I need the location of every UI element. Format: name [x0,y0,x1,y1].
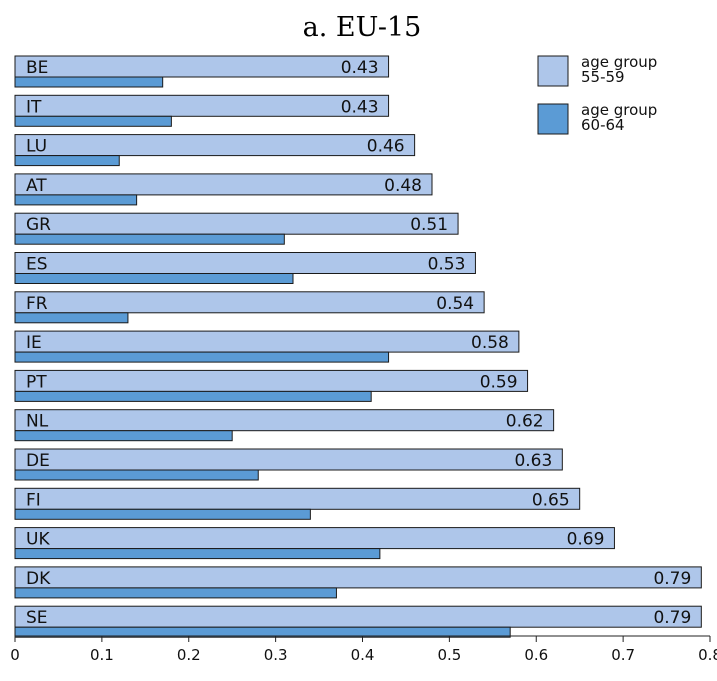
bar-group-lu: LU 0.46 [14,134,416,167]
bar-55-59-gr [14,212,459,235]
value-label-lu: 0.46 [367,137,405,157]
bar-group-pt: PT 0.59 [14,369,529,402]
bar-60-64-fi [14,508,311,520]
bar-60-64-at [14,194,138,206]
legend-swatch-1 [537,55,569,87]
bar-group-dk: DK 0.79 [14,566,702,599]
bar-60-64-gr [14,233,285,245]
value-label-nl: 0.62 [506,412,544,432]
category-label-de: DE [26,451,50,471]
bar-60-64-it [14,115,172,127]
bar-group-gr: GR 0.51 [14,212,459,245]
bar-group-se: SE 0.79 [14,605,702,638]
bar-group-at: AT 0.48 [14,173,433,206]
bar-group-fi: FI 0.65 [14,487,581,520]
category-label-lu: LU [26,137,47,157]
bar-60-64-se [14,626,511,638]
category-label-es: ES [26,255,48,275]
legend-label-1: age group 55-59 [581,53,657,86]
value-label-se: 0.79 [653,608,691,628]
value-label-at: 0.48 [384,176,422,196]
legend-swatch-2 [537,103,569,135]
bar-55-59-fi [14,487,581,510]
bar-group-ie: IE 0.58 [14,330,520,363]
bar-group-nl: NL 0.62 [14,409,555,442]
bar-55-59-pt [14,369,529,392]
x-tick-label-0: 0 [10,646,20,664]
value-label-uk: 0.69 [567,530,605,550]
value-label-fi: 0.65 [532,490,570,510]
bar-55-59-dk [14,566,702,589]
value-label-be: 0.43 [341,58,379,78]
x-tick-label-8: 0.8 [698,646,717,664]
value-label-gr: 0.51 [410,215,448,235]
bar-55-59-nl [14,409,555,432]
category-label-ie: IE [26,333,42,353]
bar-60-64-lu [14,155,120,167]
category-label-at: AT [26,176,47,196]
chart-title: a. EU-15 [303,12,422,43]
category-label-pt: PT [26,372,47,392]
bar-55-59-uk [14,527,615,550]
value-label-pt: 0.59 [480,372,518,392]
x-tick-label-4: 0.4 [351,646,375,664]
value-label-de: 0.63 [514,451,552,471]
bar-60-64-es [14,273,294,284]
x-tick-label-3: 0.3 [264,646,288,664]
value-label-es: 0.53 [428,255,466,275]
bar-group-es: ES 0.53 [14,252,476,284]
category-label-gr: GR [26,215,51,235]
bar-55-59-es [14,252,476,274]
x-tick-label-5: 0.5 [437,646,461,664]
category-label-nl: NL [26,412,49,432]
bar-55-59-de [14,448,563,471]
category-label-be: BE [26,58,48,78]
legend-label-line: 60-64 [581,116,625,134]
bar-group-fr: FR 0.54 [14,291,485,324]
x-axis: 0 0.1 0.2 0.3 0.4 0.5 0.6 0.7 0.8 [10,635,717,664]
bar-60-64-dk [14,587,337,599]
bar-group-uk: UK 0.69 [14,527,615,560]
bar-60-64-ie [14,351,390,363]
bar-60-64-pt [14,390,372,402]
value-label-fr: 0.54 [436,294,474,314]
legend-label-line: 55-59 [581,68,625,86]
bar-60-64-nl [14,430,233,442]
bar-55-59-it [14,94,390,117]
bar-55-59-fr [14,291,485,314]
x-tick-label-7: 0.7 [611,646,635,664]
bar-55-59-se [14,605,702,628]
category-label-dk: DK [26,569,51,589]
category-label-uk: UK [26,530,50,550]
bar-55-59-be [14,55,390,78]
legend-label-line: age group [581,101,657,119]
bar-60-64-be [14,76,164,88]
x-tick-label-1: 0.1 [90,646,114,664]
bar-group-be: BE 0.43 [14,55,390,88]
bar-55-59-ie [14,330,520,353]
bar-60-64-uk [14,548,381,560]
bar-55-59-lu [14,134,416,157]
bar-group-it: IT 0.43 [14,94,390,127]
legend-label-2: age group 60-64 [581,101,657,134]
x-tick-label-6: 0.6 [524,646,548,664]
bar-group-de: DE 0.63 [14,448,563,481]
category-label-it: IT [26,97,42,117]
value-label-it: 0.43 [341,97,379,117]
bar-60-64-de [14,469,259,481]
value-label-ie: 0.58 [471,333,509,353]
x-tick-label-2: 0.2 [177,646,201,664]
category-label-fr: FR [26,294,48,314]
value-label-dk: 0.79 [653,569,691,589]
legend-label-line: age group [581,53,657,71]
bars-layer: BE 0.43 IT 0.43 LU 0.46 AT 0.48 GR 0.51 ES 0.53 FR 0.… [14,55,702,638]
bar-55-59-at [14,173,433,196]
category-label-fi: FI [26,490,41,510]
category-label-se: SE [26,608,48,628]
bar-60-64-fr [14,312,129,324]
